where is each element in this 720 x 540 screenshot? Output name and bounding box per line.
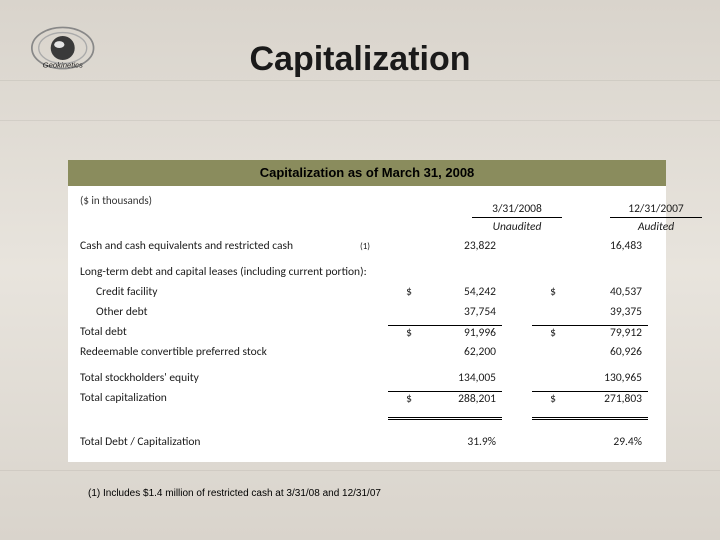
cash-v2: 16,483: [556, 239, 648, 253]
ratio-v1: 31.9%: [412, 435, 502, 449]
cap-v1: 288,201: [412, 391, 502, 406]
equity-v2: 130,965: [556, 371, 648, 385]
row-credit: Credit facility $ 54,242 $ 40,537: [80, 282, 654, 302]
units-label: ($ in thousands): [80, 194, 152, 207]
slide-title: Capitalization: [0, 40, 720, 79]
total-debt-label: Total debt: [80, 325, 360, 339]
dollar-icon: $: [532, 391, 556, 406]
pref-v1: 62,200: [412, 345, 502, 359]
row-preferred: Redeemable convertible preferred stock 6…: [80, 342, 654, 362]
credit-label: Credit facility: [80, 285, 360, 299]
total-debt-v2: 79,912: [556, 325, 648, 340]
row-total-debt: Total debt $ 91,996 $ 79,912: [80, 322, 654, 342]
col-sub-2: Audited: [610, 220, 702, 234]
other-v2: 39,375: [556, 305, 648, 319]
capitalization-table: ($ in thousands) 3/31/2008 12/31/2007 Un…: [68, 186, 666, 462]
row-ratio: Total Debt / Capitalization 31.9% 29.4%: [80, 432, 654, 452]
pref-v2: 60,926: [556, 345, 648, 359]
cash-label: Cash and cash equivalents and restricted…: [80, 239, 360, 253]
ratio-v2: 29.4%: [556, 435, 648, 449]
other-v1: 37,754: [412, 305, 502, 319]
total-debt-v1: 91,996: [412, 325, 502, 340]
row-ltd-header: Long-term debt and capital leases (inclu…: [80, 262, 654, 282]
col-sub-1: Unaudited: [472, 220, 562, 234]
footnote: (1) Includes $1.4 million of restricted …: [88, 488, 381, 499]
credit-v1: 54,242: [412, 285, 502, 299]
row-equity: Total stockholders' equity 134,005 130,9…: [80, 368, 654, 388]
other-label: Other debt: [80, 305, 360, 319]
ratio-label: Total Debt / Capitalization: [80, 435, 360, 449]
dollar-icon: $: [388, 285, 412, 299]
ltd-label: Long-term debt and capital leases (inclu…: [80, 265, 654, 279]
row-other-debt: Other debt 37,754 39,375: [80, 302, 654, 322]
banner-text: Capitalization as of March 31, 2008: [260, 165, 475, 180]
equity-label: Total stockholders' equity: [80, 371, 360, 385]
row-cap-rule: [80, 408, 654, 426]
dollar-icon: $: [388, 391, 412, 406]
cap-label: Total capitalization: [80, 391, 360, 405]
credit-v2: 40,537: [556, 285, 648, 299]
cap-v2: 271,803: [556, 391, 648, 406]
table-banner: Capitalization as of March 31, 2008: [68, 160, 666, 186]
row-cash: Cash and cash equivalents and restricted…: [80, 236, 654, 256]
col-date-2: 12/31/2007: [610, 202, 702, 218]
col-date-1: 3/31/2008: [472, 202, 562, 218]
dollar-icon: $: [388, 325, 412, 340]
pref-label: Redeemable convertible preferred stock: [80, 345, 360, 359]
dollar-icon: $: [532, 285, 556, 299]
equity-v1: 134,005: [412, 371, 502, 385]
cash-v1: 23,822: [412, 239, 502, 253]
cash-footref: (1): [360, 241, 388, 252]
row-total-cap: Total capitalization $ 288,201 $ 271,803: [80, 388, 654, 408]
dollar-icon: $: [532, 325, 556, 340]
